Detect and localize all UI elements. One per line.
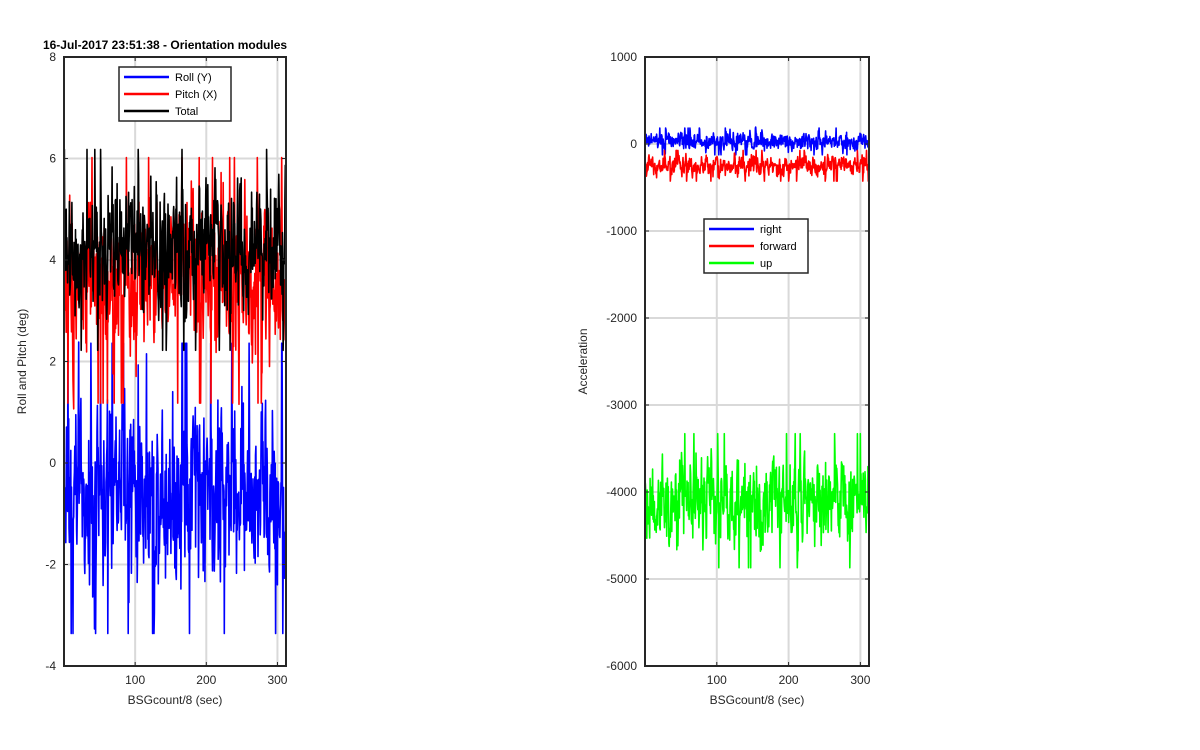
x-tick-label: 100 xyxy=(707,673,727,687)
axes-frame xyxy=(644,56,870,667)
y-tick-label: -4 xyxy=(45,659,56,673)
y-tick-label: 1000 xyxy=(610,50,637,64)
plot-area xyxy=(645,57,869,666)
series-line-right xyxy=(644,126,870,156)
legend-label: Total xyxy=(175,106,198,118)
y-tick-label: 2 xyxy=(49,355,56,369)
x-tick-label: 200 xyxy=(196,673,216,687)
series-line-total xyxy=(63,148,287,352)
x-tick-label: 300 xyxy=(267,673,287,687)
series-line-roll-y xyxy=(63,341,287,635)
legend-label: Pitch (X) xyxy=(175,89,217,101)
legend-label: right xyxy=(760,224,781,236)
y-tick-label: 0 xyxy=(630,137,637,151)
x-axis-label: BSGcount/8 (sec) xyxy=(128,693,223,707)
series-line-pitch-x xyxy=(63,156,287,410)
series-line-up xyxy=(644,432,870,569)
legend-label: Roll (Y) xyxy=(175,72,212,84)
y-tick-label: -2 xyxy=(45,558,56,572)
x-tick-label: 300 xyxy=(850,673,870,687)
acceleration-axes: 100 200 300 -6000 -5000 -4000 -3000 -2000 -1000 0… xyxy=(576,50,871,707)
y-tick-label: -3000 xyxy=(606,398,637,412)
x-axis-label: BSGcount/8 (sec) xyxy=(710,693,805,707)
legend-label: up xyxy=(760,258,772,270)
y-tick-label: -1000 xyxy=(606,224,637,238)
x-tick-label: 200 xyxy=(779,673,799,687)
y-tick-label: 8 xyxy=(49,50,56,64)
y-tick-label: 6 xyxy=(49,152,56,166)
orientation-axes: 100 200 300 -4 -2 0 2 4 6 8 BSGcount/8 (sec) Roll a… xyxy=(15,38,288,707)
y-axis-label: Roll and Pitch (deg) xyxy=(15,309,29,414)
chart-title: 16-Jul-2017 23:51:38 - Orientation modul… xyxy=(43,38,287,52)
y-tick-label: -4000 xyxy=(606,485,637,499)
series-line-forward xyxy=(644,149,870,182)
y-tick-label: 4 xyxy=(49,253,56,267)
legend: Roll (Y) Pitch (X) Total xyxy=(118,66,232,122)
y-tick-label: -6000 xyxy=(606,659,637,673)
y-axis-label: Acceleration xyxy=(576,328,590,394)
legend-label: forward xyxy=(760,241,797,253)
y-tick-label: -5000 xyxy=(606,572,637,586)
y-tick-label: -2000 xyxy=(606,311,637,325)
y-tick-label: 0 xyxy=(49,456,56,470)
legend: right forward up xyxy=(703,218,809,274)
x-tick-label: 100 xyxy=(125,673,145,687)
